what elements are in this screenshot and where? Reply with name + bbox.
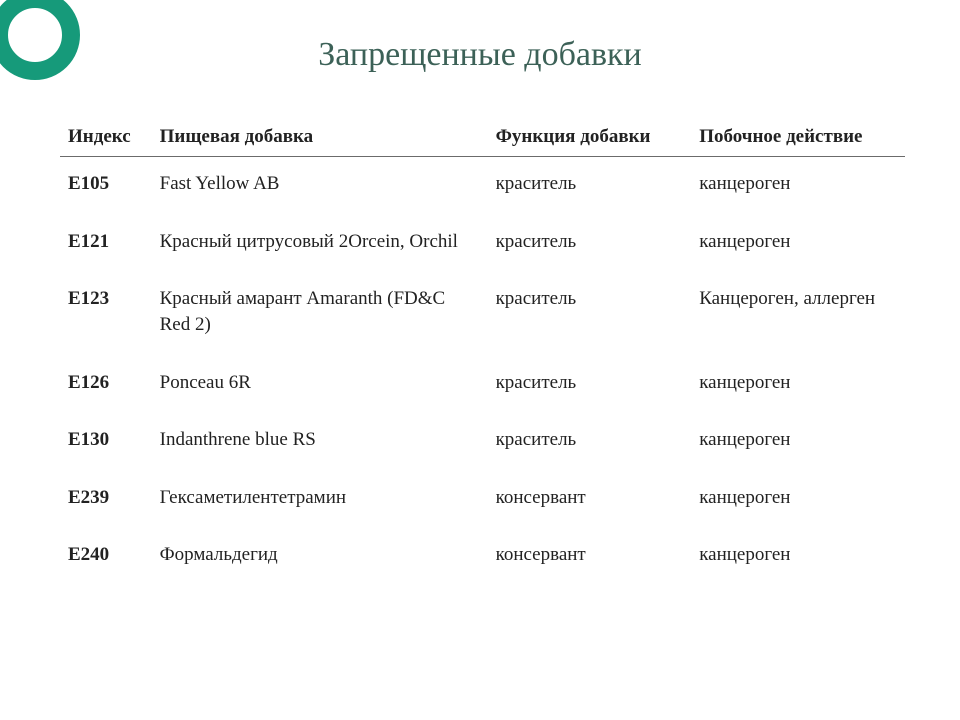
cell-index: Е121 [60, 215, 152, 273]
cell-name: Fast Yellow AB [152, 157, 488, 215]
cell-function: краситель [488, 413, 692, 471]
cell-name: Красный цитрусовый 2Orcein, Orchil [152, 215, 488, 273]
table-row: Е121 Красный цитрусовый 2Orcein, Orchil … [60, 215, 905, 273]
col-header-index: Индекс [60, 120, 152, 157]
cell-effect: канцероген [691, 413, 905, 471]
cell-index: Е130 [60, 413, 152, 471]
cell-name: Ponceau 6R [152, 356, 488, 414]
cell-index: Е105 [60, 157, 152, 215]
cell-function: краситель [488, 272, 692, 355]
table-row: Е239 Гексаметилентетрамин консервант кан… [60, 471, 905, 529]
cell-function: консервант [488, 471, 692, 529]
cell-function: консервант [488, 528, 692, 586]
table-row: Е123 Красный амарант Amaranth (FD&C Red … [60, 272, 905, 355]
cell-index: Е239 [60, 471, 152, 529]
cell-function: краситель [488, 215, 692, 273]
table-row: Е126 Ponceau 6R краситель канцероген [60, 356, 905, 414]
page-title: Запрещенные добавки [0, 36, 960, 74]
col-header-function: Функция добавки [488, 120, 692, 157]
additives-table: Индекс Пищевая добавка Функция добавки П… [60, 120, 905, 586]
cell-name: Формальдегид [152, 528, 488, 586]
cell-effect: канцероген [691, 528, 905, 586]
table-row: Е240 Формальдегид консервант канцероген [60, 528, 905, 586]
cell-function: краситель [488, 157, 692, 215]
cell-index: Е126 [60, 356, 152, 414]
cell-effect: канцероген [691, 157, 905, 215]
cell-name: Indanthrene blue RS [152, 413, 488, 471]
table-row: Е105 Fast Yellow AB краситель канцероген [60, 157, 905, 215]
cell-effect: канцероген [691, 356, 905, 414]
table-header-row: Индекс Пищевая добавка Функция добавки П… [60, 120, 905, 157]
cell-effect: Канцероген, аллерген [691, 272, 905, 355]
cell-function: краситель [488, 356, 692, 414]
cell-index: Е240 [60, 528, 152, 586]
cell-index: Е123 [60, 272, 152, 355]
col-header-effect: Побочное действие [691, 120, 905, 157]
cell-effect: канцероген [691, 471, 905, 529]
cell-name: Красный амарант Amaranth (FD&C Red 2) [152, 272, 488, 355]
cell-name: Гексаметилентетрамин [152, 471, 488, 529]
table-row: Е130 Indanthrene blue RS краситель канце… [60, 413, 905, 471]
col-header-name: Пищевая добавка [152, 120, 488, 157]
cell-effect: канцероген [691, 215, 905, 273]
